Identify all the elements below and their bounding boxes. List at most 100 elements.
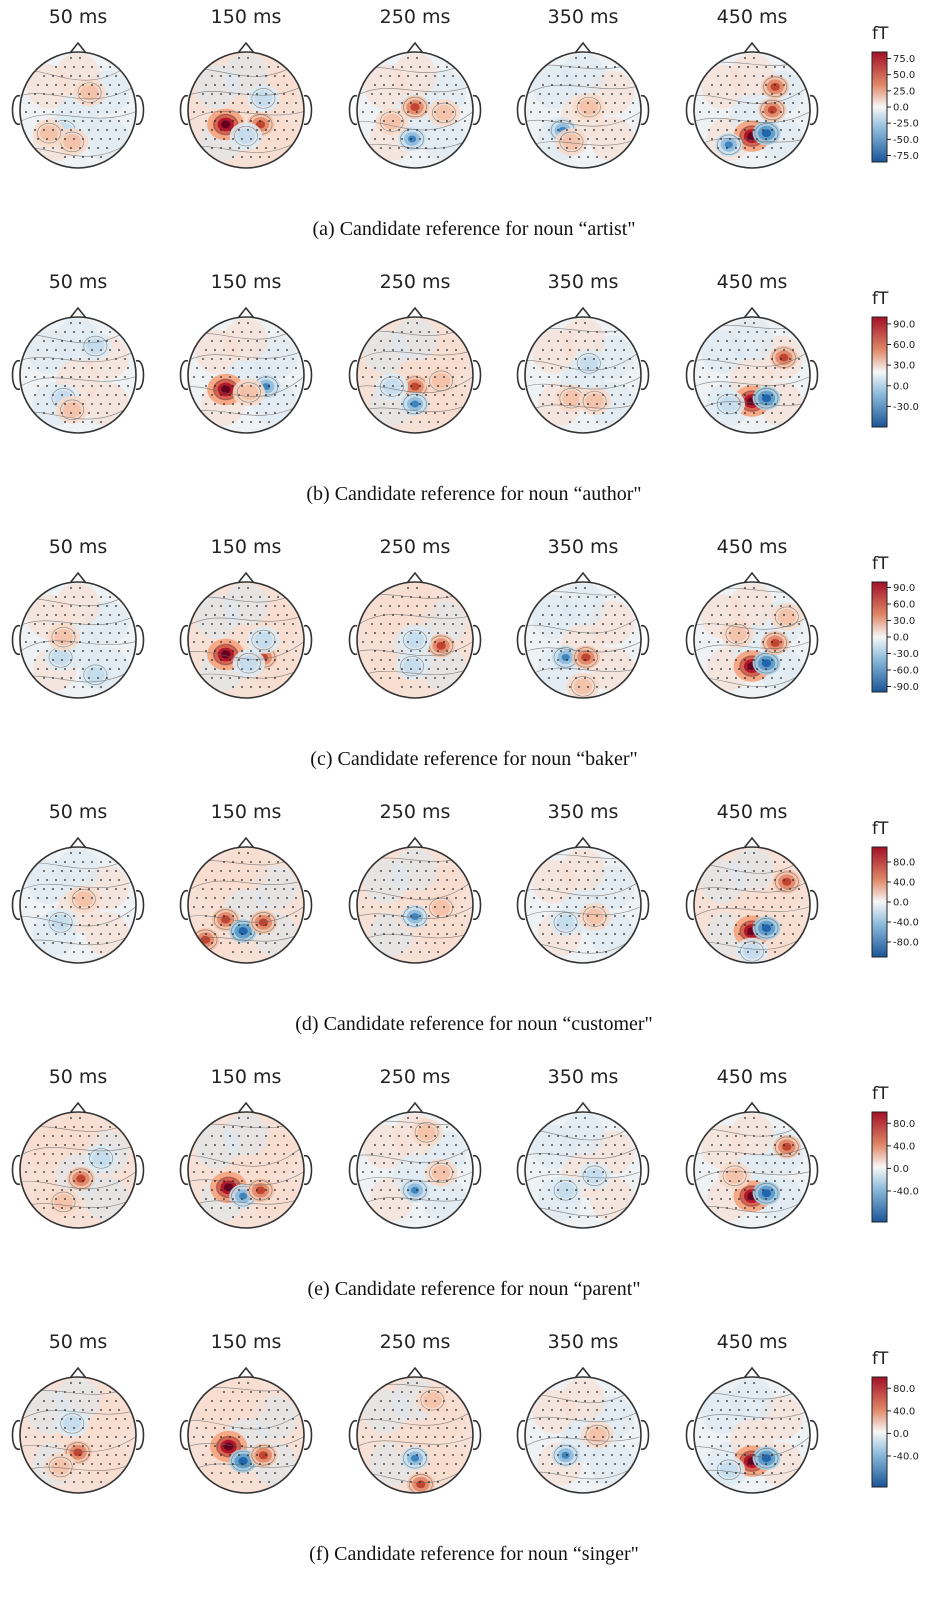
sensor-dot bbox=[106, 870, 108, 872]
sensor-dot bbox=[611, 924, 613, 926]
sensor-dot bbox=[389, 111, 391, 113]
sensor-dot bbox=[295, 385, 297, 387]
sensor-dot bbox=[380, 924, 382, 926]
sensor-dot bbox=[605, 1445, 607, 1447]
sensor-dot bbox=[115, 1171, 117, 1173]
sensor-dot bbox=[744, 93, 746, 95]
sensor-dot bbox=[753, 1436, 755, 1438]
sensor-dot bbox=[720, 650, 722, 652]
head-outline bbox=[356, 316, 474, 434]
sensor-dot bbox=[747, 1198, 749, 1200]
sensor-dot bbox=[566, 1418, 568, 1420]
figure-panel: 50 ms 150 ms 250 ms 350 ms 450 ms fT 90.0 60.0 3… bbox=[0, 265, 948, 530]
sensor-dot bbox=[383, 84, 385, 86]
sensor-dot bbox=[106, 147, 108, 149]
sensor-dot bbox=[205, 1198, 207, 1200]
sensor-dot bbox=[729, 403, 731, 405]
sensor-dot bbox=[720, 915, 722, 917]
sensor-dot bbox=[371, 623, 373, 625]
sensor-dot bbox=[380, 412, 382, 414]
sensor-dot bbox=[232, 1409, 234, 1411]
sensor-dot bbox=[789, 111, 791, 113]
sensor-dot bbox=[765, 421, 767, 423]
sensor-dot bbox=[268, 879, 270, 881]
colorbar-tick-label: 80.0 bbox=[893, 858, 915, 869]
sensor-dot bbox=[614, 861, 616, 863]
sensor-dot bbox=[578, 1481, 580, 1483]
sensor-dot bbox=[548, 75, 550, 77]
sensor-dot bbox=[283, 605, 285, 607]
head-outline bbox=[19, 1111, 137, 1229]
sensor-dot bbox=[43, 1472, 45, 1474]
sensor-dot bbox=[774, 156, 776, 158]
sensor-dot bbox=[265, 1153, 267, 1155]
sensor-dot bbox=[70, 906, 72, 908]
sensor-dot bbox=[753, 924, 755, 926]
sensor-dot bbox=[286, 1162, 288, 1164]
sensor-dot bbox=[383, 632, 385, 634]
sensor-dot bbox=[452, 111, 454, 113]
sensor-dot bbox=[389, 1189, 391, 1191]
sensor-dot bbox=[726, 1153, 728, 1155]
sensor-dot bbox=[455, 632, 457, 634]
sensor-dot bbox=[46, 1144, 48, 1146]
topomap-blob bbox=[767, 106, 777, 114]
sensor-dot bbox=[124, 93, 126, 95]
sensor-dot bbox=[79, 1189, 81, 1191]
topomap-contour bbox=[234, 125, 258, 147]
sensor-dot bbox=[223, 385, 225, 387]
sensor-dot bbox=[73, 596, 75, 598]
sensor-dot bbox=[747, 686, 749, 688]
topomap-patch bbox=[392, 848, 438, 893]
sensor-dot bbox=[744, 587, 746, 589]
topomap-contour bbox=[576, 96, 601, 118]
sensor-dot bbox=[55, 915, 57, 917]
topomap-contour bbox=[357, 376, 473, 393]
sensor-dot bbox=[602, 340, 604, 342]
sensor-dot bbox=[211, 376, 213, 378]
sensor-dot bbox=[100, 1162, 102, 1164]
sensor-dot bbox=[416, 1454, 418, 1456]
topomap bbox=[11, 1366, 145, 1494]
topomap-contour bbox=[774, 1136, 799, 1157]
sensor-dot bbox=[614, 1162, 616, 1164]
topomap-blob bbox=[562, 134, 581, 150]
colorbar-tick-label: 50.0 bbox=[893, 70, 915, 81]
sensor-dot bbox=[52, 129, 54, 131]
sensor-dot bbox=[124, 623, 126, 625]
topomap bbox=[516, 41, 650, 169]
sensor-dot bbox=[410, 1198, 412, 1200]
sensor-dot bbox=[780, 1153, 782, 1155]
sensor-dot bbox=[605, 1409, 607, 1411]
sensor-dot bbox=[720, 102, 722, 104]
sensor-dot bbox=[34, 888, 36, 890]
sensor-dot bbox=[106, 924, 108, 926]
sensor-dot bbox=[43, 1436, 45, 1438]
sensor-dot bbox=[783, 1391, 785, 1393]
sensor-dot bbox=[416, 340, 418, 342]
topomap bbox=[685, 41, 819, 169]
sensor-dot bbox=[241, 1144, 243, 1146]
sensor-dot bbox=[783, 84, 785, 86]
sensor-dot bbox=[256, 340, 258, 342]
sensor-dot bbox=[765, 686, 767, 688]
sensor-dot bbox=[720, 84, 722, 86]
sensor-dot bbox=[220, 870, 222, 872]
sensor-dot bbox=[711, 403, 713, 405]
sensor-dot bbox=[602, 1472, 604, 1474]
head-nose bbox=[237, 1101, 255, 1114]
colorbar: 90.060.030.00.0-30.0-60.0-90.0 bbox=[871, 581, 919, 693]
topomap-blob bbox=[761, 129, 772, 138]
sensor-dot bbox=[602, 1436, 604, 1438]
sensor-dot bbox=[632, 1180, 634, 1182]
sensor-dot bbox=[765, 915, 767, 917]
sensor-dot bbox=[738, 614, 740, 616]
sensor-dot bbox=[720, 349, 722, 351]
sensor-dot bbox=[587, 385, 589, 387]
sensor-dot bbox=[789, 1454, 791, 1456]
sensor-dot bbox=[611, 1207, 613, 1209]
sensor-dot bbox=[566, 888, 568, 890]
topomap-blob bbox=[561, 653, 570, 661]
topomap-blob bbox=[238, 927, 248, 936]
sensor-dot bbox=[79, 1207, 81, 1209]
